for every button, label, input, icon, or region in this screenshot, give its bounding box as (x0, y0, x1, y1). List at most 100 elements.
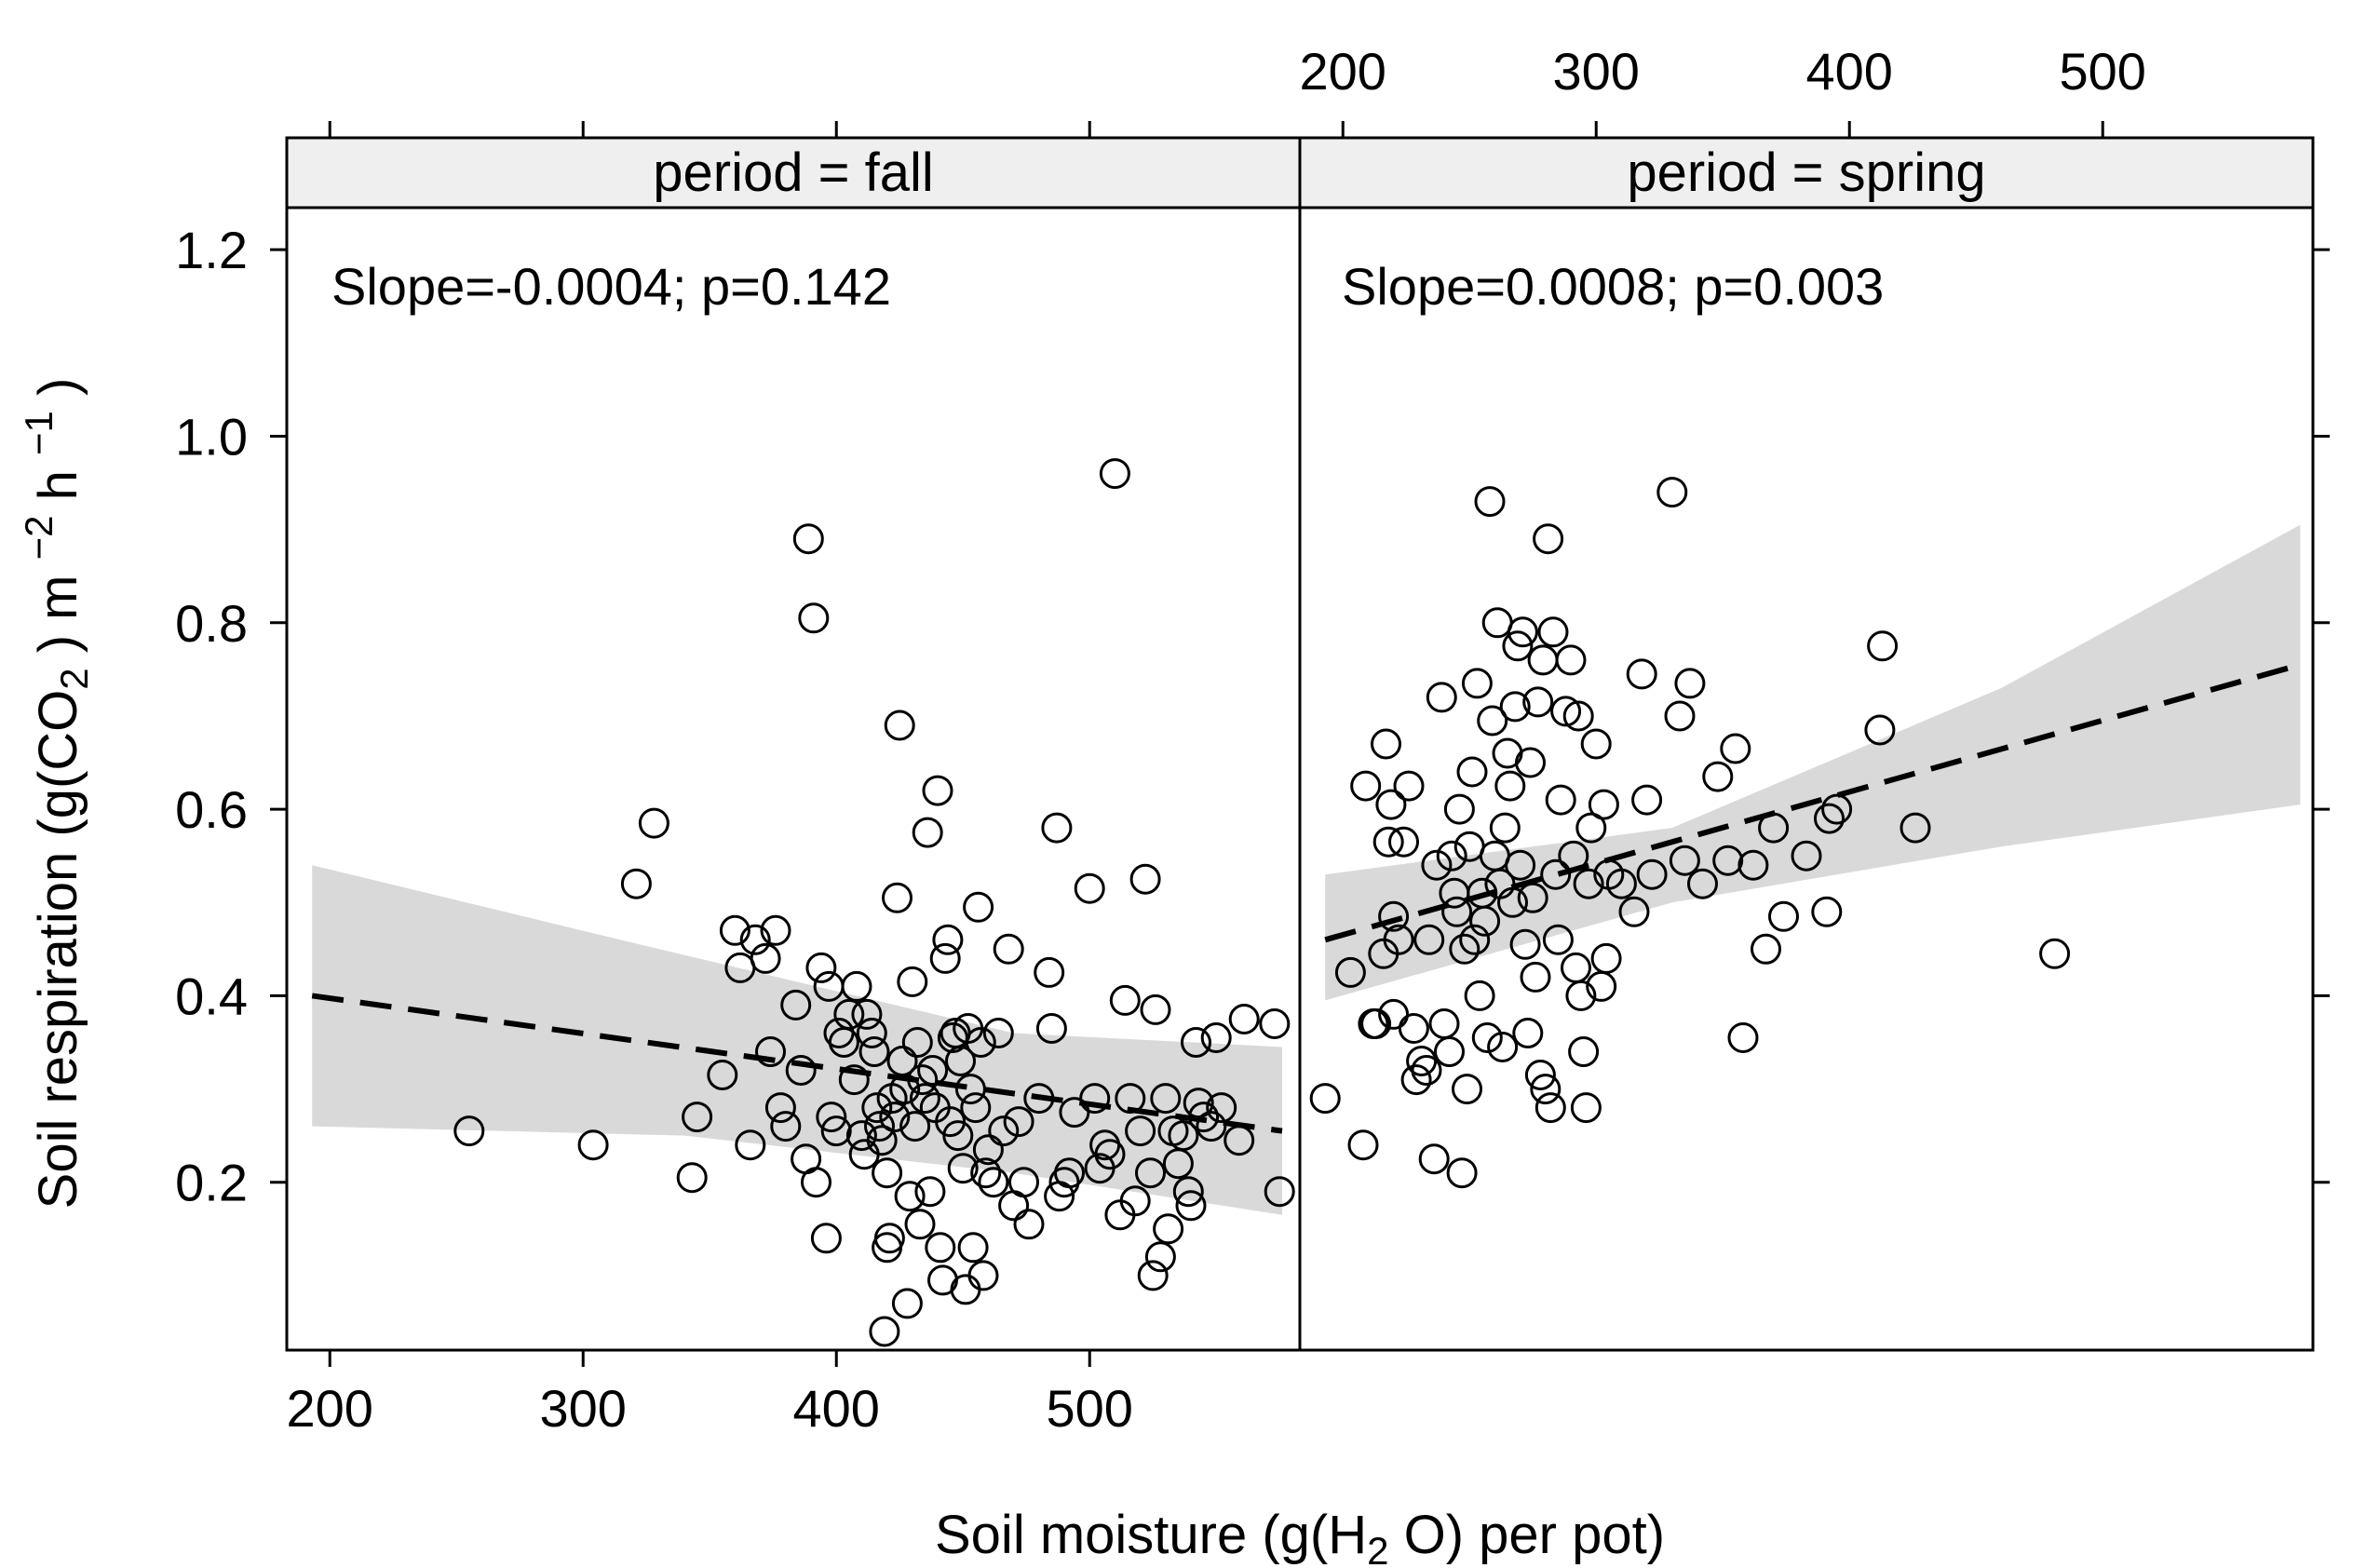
data-point (967, 1260, 999, 1291)
data-point (1334, 956, 1366, 988)
data-point (750, 942, 781, 974)
data-point (856, 1018, 887, 1048)
x-tick-label-bottom: 500 (1047, 1379, 1133, 1438)
data-point (907, 1064, 939, 1096)
point-group (1309, 477, 2071, 1189)
data-point (1811, 896, 1843, 927)
data-point (1109, 984, 1141, 1016)
data-point (1461, 668, 1493, 699)
panel-frames (285, 136, 2315, 1352)
data-point (901, 1027, 933, 1058)
data-point (894, 1181, 926, 1212)
x-tick-label-top: 500 (2060, 42, 2146, 101)
data-point (1188, 1102, 1220, 1133)
data-point (1003, 1106, 1034, 1138)
data-point (1074, 872, 1105, 904)
data-point (1561, 952, 1591, 983)
data-point (942, 1120, 974, 1152)
x-title-subscript: 2 (1367, 1529, 1388, 1568)
data-point (1023, 1083, 1055, 1115)
data-point (945, 1046, 976, 1076)
data-point (1758, 812, 1790, 844)
y-title-superscript-m: −2 (17, 515, 61, 560)
data-point (1669, 845, 1700, 876)
data-point (1588, 789, 1619, 820)
data-point (1530, 1074, 1562, 1105)
data-point (922, 775, 953, 806)
panel-fall: period = fall Slope=-0.0004; p=0.142 (287, 138, 1300, 1347)
data-point (972, 1134, 1004, 1166)
data-point (780, 989, 812, 1021)
data-point (1129, 863, 1161, 895)
data-point (1446, 1157, 1478, 1189)
data-point (755, 1036, 786, 1067)
data-point (1590, 942, 1622, 974)
data-point (801, 1167, 831, 1198)
data-point (1459, 924, 1491, 955)
data-point (1636, 858, 1668, 890)
data-point (1144, 1241, 1176, 1273)
data-point (1575, 812, 1607, 844)
data-point (1150, 1083, 1182, 1115)
data-point (1814, 803, 1845, 834)
data-point (869, 1316, 900, 1347)
data-point (1099, 458, 1130, 490)
data-point (845, 1120, 877, 1152)
data-point (1041, 812, 1073, 844)
data-point (1172, 1176, 1204, 1208)
data-point (1471, 1022, 1503, 1053)
data-point (764, 1092, 796, 1124)
data-point (1360, 1008, 1392, 1039)
data-point (1522, 686, 1554, 718)
data-point (925, 1232, 956, 1264)
data-point (1517, 882, 1548, 913)
x-tick-label-bottom: 200 (287, 1379, 373, 1438)
data-point (719, 914, 750, 946)
data-point (838, 1064, 870, 1096)
data-point (805, 952, 837, 983)
data-point (914, 1176, 946, 1208)
data-point (1502, 630, 1534, 662)
data-point (1568, 1036, 1600, 1067)
data-point (1228, 1004, 1260, 1034)
data-point (904, 1209, 936, 1240)
data-point (1418, 1143, 1450, 1175)
data-point (1383, 924, 1414, 955)
data-point (1443, 793, 1475, 825)
y-tick-label: 0.4 (175, 966, 248, 1025)
data-point (1013, 1209, 1045, 1240)
data-point (1452, 1074, 1482, 1105)
data-point (917, 1055, 949, 1086)
y-title-unit-m: ) m (28, 560, 88, 668)
data-point (2039, 938, 2071, 969)
y-title-suffix: ) (28, 378, 88, 411)
data-point (982, 1018, 1014, 1048)
fit-line-group (311, 993, 1283, 1134)
data-point (965, 1027, 996, 1058)
data-point (1631, 784, 1663, 816)
data-point (957, 1232, 989, 1264)
data-point (1535, 1092, 1566, 1124)
fit-line (1324, 661, 2302, 943)
data-point (1674, 668, 1706, 699)
data-point (1477, 705, 1508, 737)
data-point (859, 1036, 890, 1067)
data-point (1542, 924, 1574, 955)
data-point (1456, 756, 1488, 788)
data-point (864, 1111, 895, 1142)
data-point (1664, 700, 1696, 732)
data-point (1140, 994, 1171, 1025)
data-point (1371, 728, 1401, 760)
data-point (1791, 840, 1822, 872)
data-point (770, 1111, 802, 1142)
data-point (1737, 849, 1769, 881)
x-tick-label-bottom: 300 (540, 1379, 627, 1438)
data-point (1393, 770, 1425, 802)
data-point (1375, 789, 1407, 820)
data-point (1135, 1157, 1166, 1189)
data-point (963, 891, 994, 923)
data-point (1489, 812, 1521, 844)
y-title-subscript: 2 (52, 668, 96, 689)
x-title-main: Soil moisture (g(H (935, 1505, 1367, 1565)
